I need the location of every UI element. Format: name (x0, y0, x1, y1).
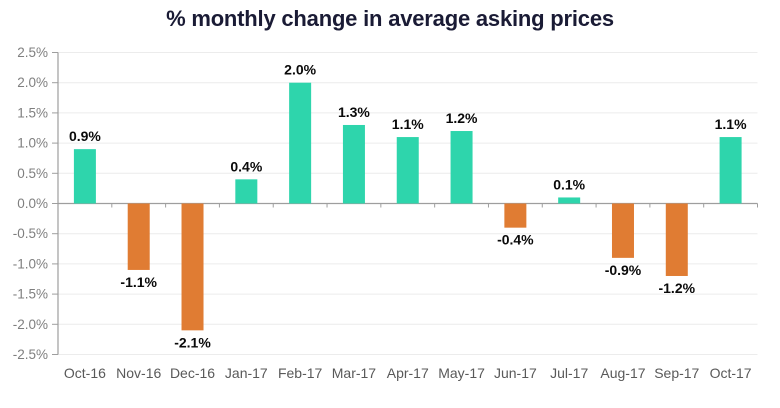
x-tick-label: Jun-17 (494, 365, 537, 381)
bar (719, 137, 742, 204)
y-tick-label: 2.0% (17, 75, 48, 90)
y-tick-label: -0.5% (13, 226, 48, 241)
bar-value-label: -0.4% (497, 232, 534, 248)
x-tick-label: Aug-17 (600, 365, 645, 381)
x-tick-label: Dec-16 (170, 365, 215, 381)
bar-value-label: -1.2% (658, 280, 695, 296)
x-tick-label: Jul-17 (550, 365, 588, 381)
bar-value-label: 0.1% (553, 176, 585, 192)
bar-value-label: 1.1% (715, 116, 747, 132)
bar (665, 203, 688, 276)
bar (342, 124, 365, 204)
bar (611, 203, 634, 258)
bar (558, 197, 581, 204)
bar-value-label: 1.1% (392, 116, 424, 132)
y-tick-label: 0.5% (17, 166, 48, 181)
bar-value-label: -0.9% (605, 262, 642, 278)
bar (235, 179, 258, 204)
x-tick-label: Oct-16 (64, 365, 106, 381)
x-tick-label: Nov-16 (116, 365, 161, 381)
bar-value-label: 0.9% (69, 128, 101, 144)
x-tick-label: Oct-17 (710, 365, 752, 381)
y-tick-label: 1.0% (17, 136, 48, 151)
x-tick-label: Mar-17 (332, 365, 377, 381)
bar (504, 203, 527, 228)
bar-value-label: 1.3% (338, 104, 370, 120)
y-tick-label: -1.0% (13, 256, 48, 271)
x-tick-label: Feb-17 (278, 365, 323, 381)
bar (127, 203, 150, 270)
bar (450, 131, 473, 204)
y-tick-label: -1.5% (13, 287, 48, 302)
bar-value-label: -2.1% (174, 334, 211, 350)
x-tick-label: Sep-17 (654, 365, 699, 381)
bar-value-label: 2.0% (284, 62, 316, 78)
y-tick-label: 2.5% (17, 45, 48, 60)
bar-value-label: 0.4% (230, 158, 262, 174)
chart-title: % monthly change in average asking price… (166, 6, 614, 31)
bar (396, 137, 419, 204)
bar (73, 149, 96, 204)
bar (289, 82, 312, 204)
bar-value-label: -1.1% (120, 274, 157, 290)
bar-value-label: 1.2% (446, 110, 478, 126)
y-tick-label: 0.0% (17, 196, 48, 211)
x-tick-label: Apr-17 (387, 365, 429, 381)
y-tick-label: -2.5% (13, 347, 48, 362)
y-tick-label: -2.0% (13, 317, 48, 332)
bar (181, 203, 204, 331)
y-tick-label: 1.5% (17, 105, 48, 120)
x-tick-label: Jan-17 (225, 365, 268, 381)
x-tick-label: May-17 (438, 365, 485, 381)
